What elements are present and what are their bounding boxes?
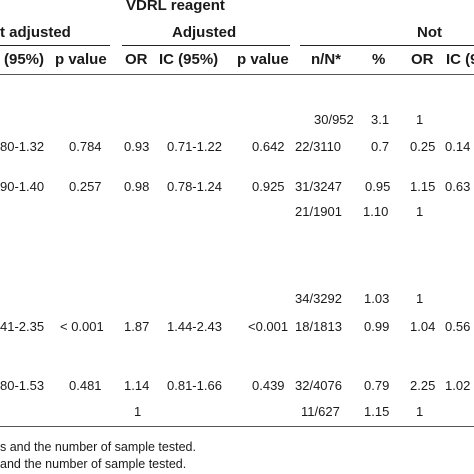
col-percent: % [372, 51, 386, 68]
table-cell-ic: 80-1.53 [0, 378, 45, 393]
table-cell-p-adj: 0.642 [252, 139, 285, 154]
table-cell-or-right: 0.25 [410, 139, 436, 154]
col-ic-adjusted: IC (95%) [159, 51, 219, 68]
table-cell-pct: 1.10 [363, 204, 389, 219]
rule-not [300, 45, 474, 46]
table-cell-ic-right: 1.02 [445, 378, 471, 393]
table-cell-ic: 90-1.40 [0, 179, 45, 194]
table-cell-nn: 18/1813 [295, 319, 342, 334]
table-cell-ic: 80-1.32 [0, 139, 45, 154]
table-cell-or-right: 2.25 [410, 378, 436, 393]
table-cell-ic: 41-2.35 [0, 319, 45, 334]
table-cell-p: 0.257 [69, 179, 102, 194]
group-not-adjusted-label: t adjusted [0, 24, 71, 41]
footnote-1: s and the number of sample tested. [0, 440, 196, 454]
table-cell-or-adj: 1.14 [124, 378, 150, 393]
table-cell-pct: 1.15 [364, 404, 390, 419]
header-bottom-rule [0, 74, 474, 75]
table-cell-or-right: 1.04 [410, 319, 436, 334]
table-cell-ic-adj: 0.81-1.66 [167, 378, 222, 393]
table-cell-or-adj: 1 [134, 404, 142, 419]
table-cell-nn: 11/627 [301, 404, 340, 419]
table-cell-nn: 30/952 [314, 112, 354, 127]
table-cell-or-right: 1.15 [410, 179, 436, 194]
table-cell-nn: 34/3292 [295, 291, 342, 306]
table-cell-or-right: 1 [416, 112, 424, 127]
col-or-right: OR [411, 51, 434, 68]
table-cell-p: < 0.001 [60, 319, 104, 334]
table-cell-p: 0.784 [69, 139, 102, 154]
col-n-over-n: n/N* [311, 51, 341, 68]
table-cell-ic-adj: 0.78-1.24 [167, 179, 222, 194]
table-cell-or-adj: 0.98 [124, 179, 150, 194]
table-cell-or-right: 1 [416, 404, 424, 419]
col-p-value: p value [55, 51, 107, 68]
table-cell-pct: 0.7 [371, 139, 390, 154]
table-cell-ic-adj: 1.44-2.43 [167, 319, 222, 334]
table-cell-ic-right: 0.14 [445, 139, 471, 154]
table-cell-or-right: 1 [416, 291, 424, 306]
table-cell-or-adj: 0.93 [124, 139, 150, 154]
table-cell-nn: 32/4076 [295, 378, 342, 393]
table-cell-nn: 22/3110 [295, 139, 342, 154]
footnote-2: and the number of sample tested. [0, 457, 187, 471]
table-cell-pct: 1.03 [364, 291, 390, 306]
table-cell-or-right: 1 [416, 204, 424, 219]
table-cell-p-adj: 0.925 [252, 179, 285, 194]
rule-not-adjusted [0, 45, 110, 46]
table-cell-p: 0.481 [69, 378, 102, 393]
table-cell-p-adj: 0.439 [252, 378, 285, 393]
table-cell-or-adj: 1.87 [124, 319, 150, 334]
group-adjusted-label: Adjusted [172, 24, 237, 41]
table-cell-pct: 3.1 [371, 112, 390, 127]
col-p-value-adjusted: p value [237, 51, 289, 68]
col-ic-right: IC (95 [446, 51, 474, 68]
table-cell-p-adj: <0.001 [248, 319, 289, 334]
table-cell-pct: 0.95 [365, 179, 391, 194]
table-cell-pct: 0.79 [364, 378, 390, 393]
table-bottom-rule [0, 426, 474, 427]
table-cell-nn: 31/3247 [295, 179, 342, 194]
table-cell-ic-adj: 0.71-1.22 [167, 139, 222, 154]
table-cell-ic-right: 0.63 [445, 179, 471, 194]
table-cell-nn: 21/1901 [295, 204, 342, 219]
table-cell-pct: 0.99 [364, 319, 390, 334]
table-cell-ic-right: 0.56 [445, 319, 471, 334]
col-ic-95: (95%) [4, 51, 45, 68]
rule-adjusted [122, 45, 290, 46]
group-not-label: Not [417, 24, 442, 41]
group-title: VDRL reagent [126, 0, 225, 14]
col-or-adjusted: OR [125, 51, 148, 68]
